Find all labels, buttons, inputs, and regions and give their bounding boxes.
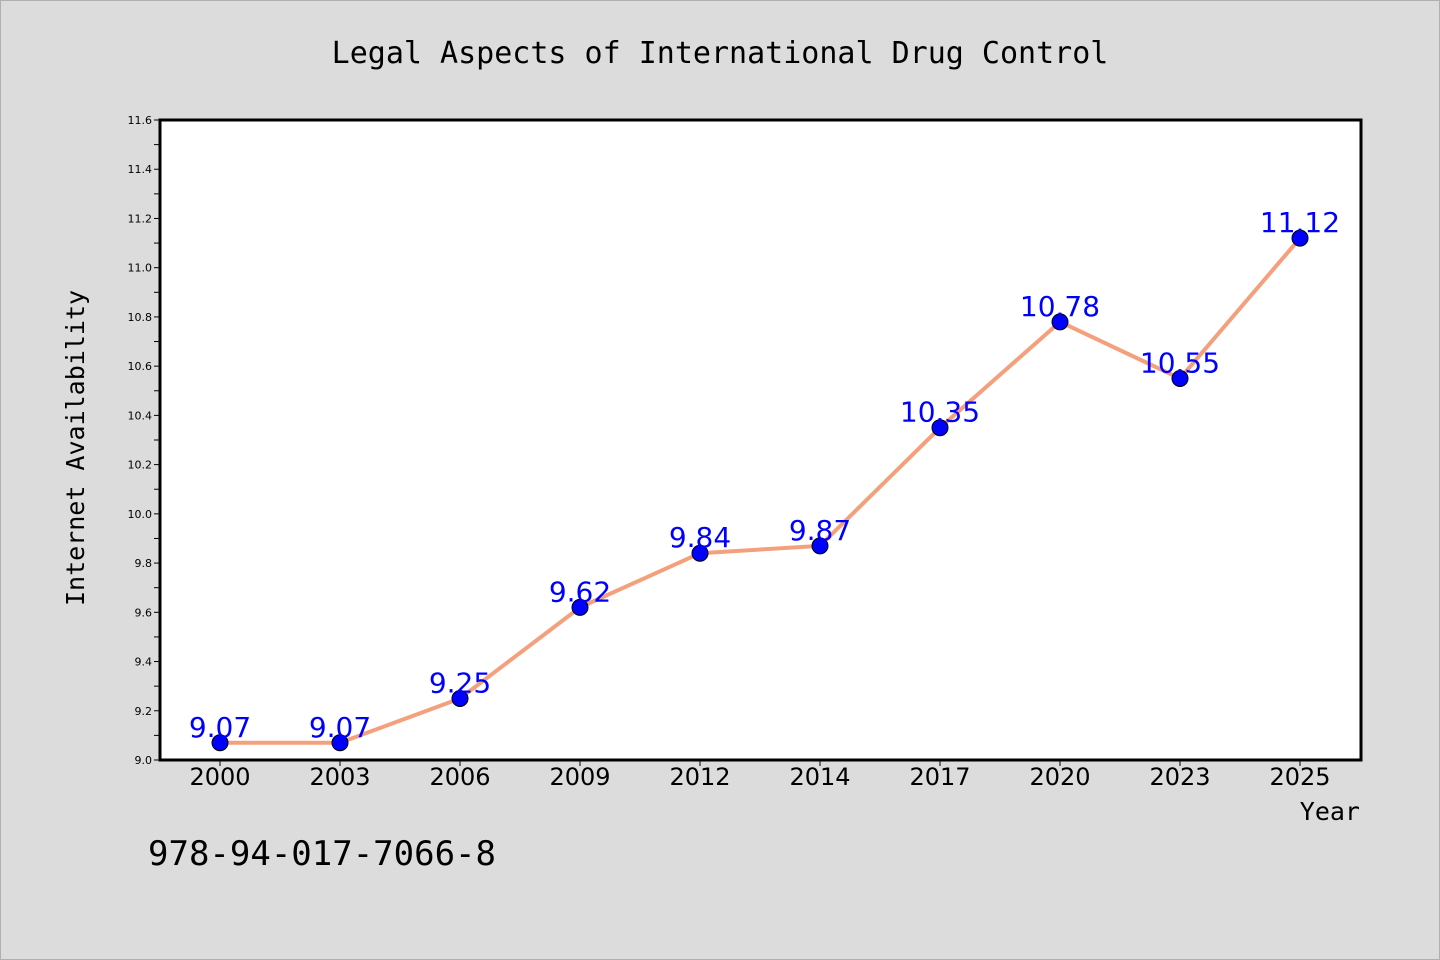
x-tick-label: 2023: [1149, 763, 1210, 791]
y-tick-label: 10.8: [128, 311, 153, 324]
plot-area: [160, 120, 1361, 760]
x-tick-label: 2017: [909, 763, 970, 791]
y-tick-label: 11.6: [128, 114, 153, 127]
y-tick-label: 10.0: [128, 508, 153, 521]
x-tick-label: 2006: [429, 763, 490, 791]
data-label: 9.07: [309, 711, 371, 744]
isbn-text: 978-94-017-7066-8: [148, 834, 496, 874]
data-point: [571, 598, 589, 616]
plot-border: [158, 118, 1363, 762]
data-label: 11.12: [1260, 206, 1340, 239]
x-tick-label: 2020: [1029, 763, 1090, 791]
y-tick-label: 10.6: [128, 360, 153, 373]
data-point: [1171, 369, 1189, 387]
data-point: [211, 734, 229, 752]
data-point: [1291, 229, 1309, 247]
y-tick-label: 11.0: [128, 262, 153, 275]
data-point: [331, 734, 349, 752]
data-point: [811, 537, 829, 555]
chart-title: Legal Aspects of International Drug Cont…: [332, 36, 1109, 71]
y-tick-label: 9.2: [135, 705, 153, 718]
x-tick-label: 2014: [789, 763, 850, 791]
x-tick-label: 2003: [309, 763, 370, 791]
y-axis-title: Internet Availability: [61, 290, 90, 606]
data-label: 10.55: [1140, 346, 1220, 379]
data-label: 9.07: [189, 711, 251, 744]
x-tick-label: 2025: [1269, 763, 1330, 791]
data-label: 9.25: [429, 666, 491, 699]
x-tick-label: 2009: [549, 763, 610, 791]
data-point: [1051, 313, 1069, 331]
y-tick-label: 11.2: [128, 212, 153, 225]
y-axis: 9.0 9.2 9.4 9.6 9.8 10.0 10.2 10.4 10.6 10.8 11.0 1…: [128, 114, 160, 767]
y-tick-label: 10.4: [128, 409, 153, 422]
y-tick-label: 9.0: [135, 754, 153, 767]
series: [218, 236, 1302, 745]
x-tick-label: 2012: [669, 763, 730, 791]
markers: [211, 229, 1309, 752]
data-point: [691, 544, 709, 562]
series-line: [218, 236, 1302, 745]
data-label: 9.87: [789, 514, 851, 547]
y-tick-label: 9.8: [135, 557, 153, 570]
data-label: 9.84: [669, 521, 731, 554]
x-axis: 2000 2003 2006 2009 2012 2014 2017 2020 2023 2025: [189, 760, 1331, 791]
data-label: 10.78: [1020, 290, 1100, 323]
data-point: [931, 419, 949, 437]
y-tick-label: 11.4: [128, 163, 153, 176]
data-label: 10.35: [900, 396, 980, 429]
data-label: 9.62: [549, 575, 611, 608]
y-tick-label: 10.2: [128, 459, 153, 472]
x-tick-label: 2000: [189, 763, 250, 791]
data-point: [451, 689, 469, 707]
data-labels: 9.07 9.07 9.25 9.62 9.84 9.87 10.35 10.78 10.55 1…: [189, 206, 1340, 744]
x-axis-title: Year: [1300, 797, 1360, 826]
y-tick-label: 9.4: [135, 656, 153, 669]
y-tick-label: 9.6: [135, 606, 153, 619]
